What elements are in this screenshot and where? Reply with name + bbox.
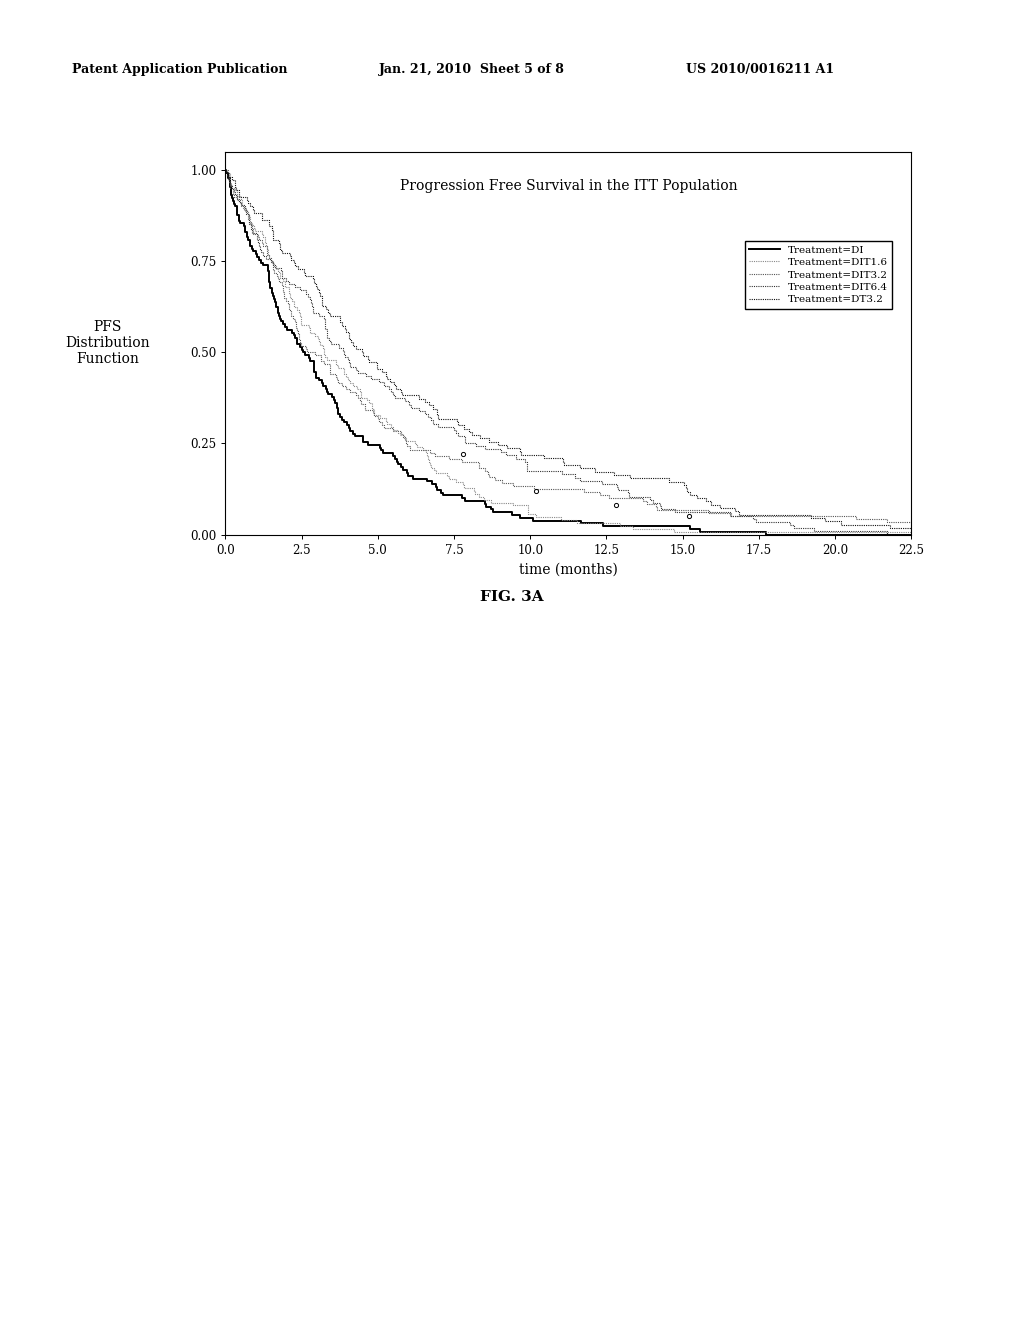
Text: PFS
Distribution
Function: PFS Distribution Function [66,319,150,367]
Text: US 2010/0016211 A1: US 2010/0016211 A1 [686,63,835,77]
Text: Patent Application Publication: Patent Application Publication [72,63,287,77]
Text: Progression Free Survival in the ITT Population: Progression Free Survival in the ITT Pop… [399,178,737,193]
Text: Jan. 21, 2010  Sheet 5 of 8: Jan. 21, 2010 Sheet 5 of 8 [379,63,565,77]
Legend: Treatment=DI, Treatment=DIT1.6, Treatment=DIT3.2, Treatment=DIT6.4, Treatment=DT: Treatment=DI, Treatment=DIT1.6, Treatmen… [744,242,893,309]
X-axis label: time (months): time (months) [519,562,617,577]
Text: FIG. 3A: FIG. 3A [480,590,544,603]
